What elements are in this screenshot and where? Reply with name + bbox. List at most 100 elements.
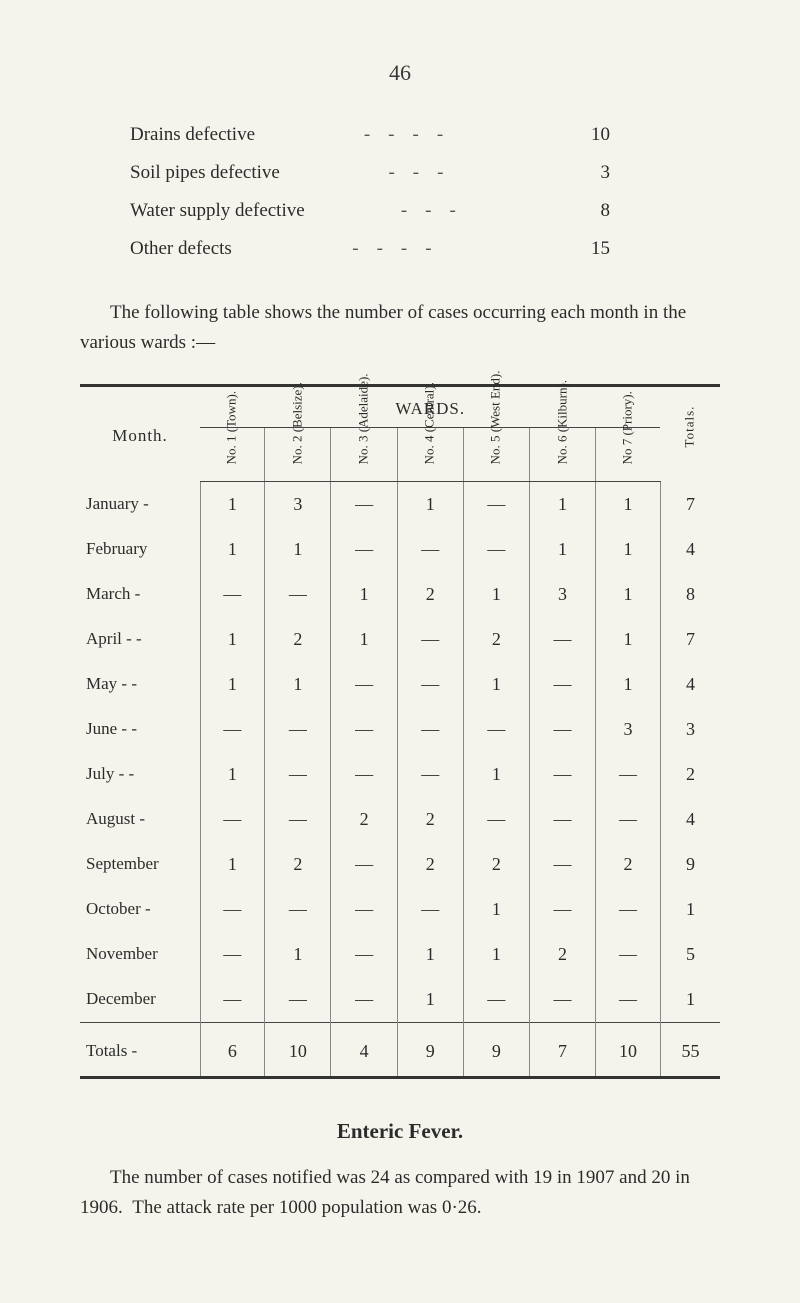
data-cell: —: [529, 662, 595, 707]
data-cell: —: [596, 977, 661, 1023]
row-total-cell: 4: [660, 662, 720, 707]
month-cell: May - -: [80, 662, 200, 707]
data-cell: —: [463, 977, 529, 1023]
data-cell: —: [331, 842, 397, 887]
data-cell: 1: [596, 617, 661, 662]
row-total-cell: 9: [660, 842, 720, 887]
data-cell: 1: [596, 572, 661, 617]
ward-col-label: No. 5 (West End).: [488, 444, 505, 464]
ward-col-header: No. 5 (West End).: [463, 427, 529, 481]
defect-row: Water supply defective---8: [130, 192, 610, 230]
totals-cell: 7: [529, 1022, 595, 1076]
data-cell: —: [397, 752, 463, 797]
data-cell: 2: [397, 797, 463, 842]
data-cell: —: [596, 752, 661, 797]
body-text: The number of cases notified was 24 as c…: [80, 1163, 720, 1224]
defect-label: Drains defective: [130, 116, 255, 154]
data-cell: —: [331, 752, 397, 797]
totals-col-header: Totals.: [660, 387, 720, 482]
section-heading: Enteric Fever.: [80, 1119, 720, 1144]
month-cell: June - -: [80, 707, 200, 752]
data-cell: —: [529, 752, 595, 797]
totals-col-label: Totals.: [682, 427, 699, 447]
defect-value: 3: [560, 154, 610, 192]
ward-col-label: No. 3 (Adelaide).: [356, 444, 373, 464]
data-cell: —: [463, 481, 529, 527]
ward-col-header: No. 4 (Central).: [397, 427, 463, 481]
data-cell: —: [596, 932, 661, 977]
data-cell: —: [596, 797, 661, 842]
defect-row: Soil pipes defective---3: [130, 154, 610, 192]
data-cell: 2: [331, 797, 397, 842]
data-cell: 1: [529, 481, 595, 527]
data-cell: 3: [265, 481, 331, 527]
data-cell: —: [397, 662, 463, 707]
data-cell: —: [200, 707, 265, 752]
data-cell: 1: [331, 572, 397, 617]
data-cell: 1: [596, 481, 661, 527]
ward-col-label: No. 6 (Kilburn).: [554, 444, 571, 464]
row-total-cell: 4: [660, 527, 720, 572]
data-cell: —: [529, 842, 595, 887]
defect-dashes: ---: [305, 192, 560, 230]
month-cell: April - -: [80, 617, 200, 662]
data-cell: 2: [397, 572, 463, 617]
defect-dashes: ----: [255, 116, 560, 154]
data-cell: —: [265, 887, 331, 932]
data-cell: 1: [463, 572, 529, 617]
data-cell: —: [529, 977, 595, 1023]
data-cell: —: [331, 932, 397, 977]
row-total-cell: 4: [660, 797, 720, 842]
ward-col-header: No. 6 (Kilburn).: [529, 427, 595, 481]
data-cell: —: [331, 662, 397, 707]
data-cell: 1: [265, 932, 331, 977]
defect-value: 8: [560, 192, 610, 230]
row-total-cell: 5: [660, 932, 720, 977]
page-number: 46: [80, 60, 720, 86]
data-cell: 1: [265, 662, 331, 707]
data-cell: 1: [463, 887, 529, 932]
data-cell: —: [397, 707, 463, 752]
data-cell: —: [200, 572, 265, 617]
table-row: November—1—112—5: [80, 932, 720, 977]
grand-total-cell: 55: [660, 1022, 720, 1076]
defect-label: Other defects: [130, 230, 232, 268]
data-cell: 2: [265, 617, 331, 662]
data-cell: 1: [397, 481, 463, 527]
defect-dashes: ---: [280, 154, 560, 192]
ward-col-header: No. 3 (Adelaide).: [331, 427, 397, 481]
data-cell: —: [200, 977, 265, 1023]
month-cell: March -: [80, 572, 200, 617]
data-cell: 1: [397, 977, 463, 1023]
data-cell: —: [463, 707, 529, 752]
data-cell: —: [200, 797, 265, 842]
row-total-cell: 8: [660, 572, 720, 617]
data-cell: 3: [596, 707, 661, 752]
data-cell: —: [265, 707, 331, 752]
totals-cell: 6: [200, 1022, 265, 1076]
row-total-cell: 7: [660, 617, 720, 662]
data-cell: 2: [397, 842, 463, 887]
totals-cell: 9: [463, 1022, 529, 1076]
month-col-header: Month.: [80, 387, 200, 482]
data-cell: 2: [265, 842, 331, 887]
data-cell: —: [529, 797, 595, 842]
ward-col-label: No. 1 (Town).: [224, 444, 241, 464]
ward-col-header: No. 1 (Town).: [200, 427, 265, 481]
month-cell: February: [80, 527, 200, 572]
data-cell: —: [331, 977, 397, 1023]
totals-cell: 9: [397, 1022, 463, 1076]
data-cell: —: [200, 887, 265, 932]
data-cell: —: [397, 887, 463, 932]
data-cell: 1: [397, 932, 463, 977]
data-cell: 1: [200, 481, 265, 527]
table-row: September12—22—29: [80, 842, 720, 887]
data-cell: —: [265, 752, 331, 797]
data-cell: 1: [463, 662, 529, 707]
totals-cell: 4: [331, 1022, 397, 1076]
data-cell: 1: [200, 842, 265, 887]
table-row: April - -121—2—17: [80, 617, 720, 662]
data-cell: 1: [200, 662, 265, 707]
data-cell: —: [331, 707, 397, 752]
data-cell: 2: [463, 842, 529, 887]
